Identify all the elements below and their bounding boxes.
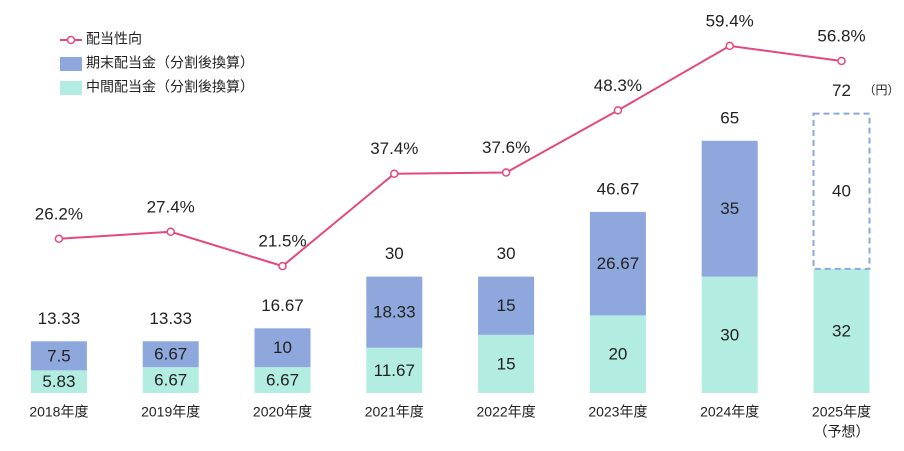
point-label: 26.2% — [35, 204, 83, 223]
segment-label: 35 — [720, 199, 739, 218]
bar-segment — [701, 276, 758, 393]
segment-label: 11.67 — [374, 361, 415, 380]
segment-label: 6.67 — [154, 371, 187, 390]
segment-label: 15 — [497, 354, 516, 373]
total-label: 16.67 — [261, 296, 304, 315]
segment-label: 26.67 — [597, 254, 640, 273]
line-point — [725, 41, 734, 51]
legend-label: 期末配当金（分割後換算） — [86, 55, 254, 71]
total-label: 30 — [497, 244, 516, 263]
bar-segment — [30, 370, 87, 393]
x-tick-label: 2025年度 — [812, 404, 871, 420]
x-tick-label: 2021年度 — [365, 404, 424, 420]
total-label: 30 — [385, 244, 404, 263]
point-label: 37.4% — [370, 139, 418, 158]
x-tick-label: 2019年度 — [141, 404, 200, 420]
segment-label: 20 — [608, 345, 627, 364]
x-tick-label: 2024年度 — [700, 404, 759, 420]
bar-segment — [478, 334, 535, 393]
bar-segment — [478, 276, 535, 335]
bar-segment — [254, 367, 311, 393]
bar-segment — [366, 276, 423, 348]
segment-label: 6.67 — [266, 371, 299, 390]
segment-label: 6.67 — [154, 345, 187, 364]
bar-segment — [813, 268, 870, 393]
bar-segment — [701, 140, 758, 277]
segment-label: 7.5 — [47, 346, 71, 365]
line-point — [54, 234, 64, 244]
segment-label: 30 — [720, 325, 739, 344]
bar-segment — [142, 341, 199, 368]
point-label: 27.4% — [147, 197, 195, 216]
segment-label: 10 — [273, 338, 292, 357]
line-point — [837, 56, 846, 66]
point-label: 56.8% — [817, 26, 865, 45]
legend-swatch — [60, 81, 82, 95]
segment-label: 5.83 — [42, 372, 75, 391]
line-point — [166, 227, 175, 237]
segment-label: 18.33 — [373, 303, 416, 322]
unit-label: （円） — [864, 83, 900, 97]
x-tick-label: 2022年度 — [477, 404, 536, 420]
bar-segment — [142, 367, 199, 393]
legend-label: 配当性向 — [86, 31, 142, 47]
total-label: 13.33 — [38, 309, 81, 328]
point-label: 37.6% — [482, 138, 530, 157]
x-tick-label: 2020年度 — [253, 404, 312, 420]
segment-label: 40 — [832, 182, 851, 201]
x-tick-label: 2018年度 — [29, 404, 88, 420]
legend-label: 中間配当金（分割後換算） — [86, 79, 254, 95]
line-point — [501, 168, 511, 177]
segment-label: 15 — [497, 296, 516, 315]
point-label: 21.5% — [258, 232, 306, 251]
bar-segment — [366, 347, 423, 393]
legend-swatch — [60, 57, 82, 71]
line-point — [390, 169, 399, 178]
bar-segment — [254, 328, 311, 368]
total-label: 46.67 — [597, 179, 640, 198]
point-label: 48.3% — [594, 76, 642, 95]
bar-segment — [589, 211, 646, 316]
bar-segment — [30, 341, 87, 371]
segment-label: 32 — [832, 321, 851, 340]
line-point — [613, 106, 623, 115]
line-point — [278, 261, 287, 271]
bar-segment — [589, 315, 646, 393]
total-label: 13.33 — [149, 309, 192, 328]
line — [58, 44, 842, 268]
legend-marker — [66, 35, 76, 45]
total-label: 72 — [832, 81, 851, 100]
category-note: （予想） — [814, 424, 870, 440]
point-label: 59.4% — [706, 11, 754, 30]
x-tick-label: 2023年度 — [588, 404, 647, 420]
bar-segment — [812, 112, 871, 270]
total-label: 65 — [720, 108, 739, 127]
